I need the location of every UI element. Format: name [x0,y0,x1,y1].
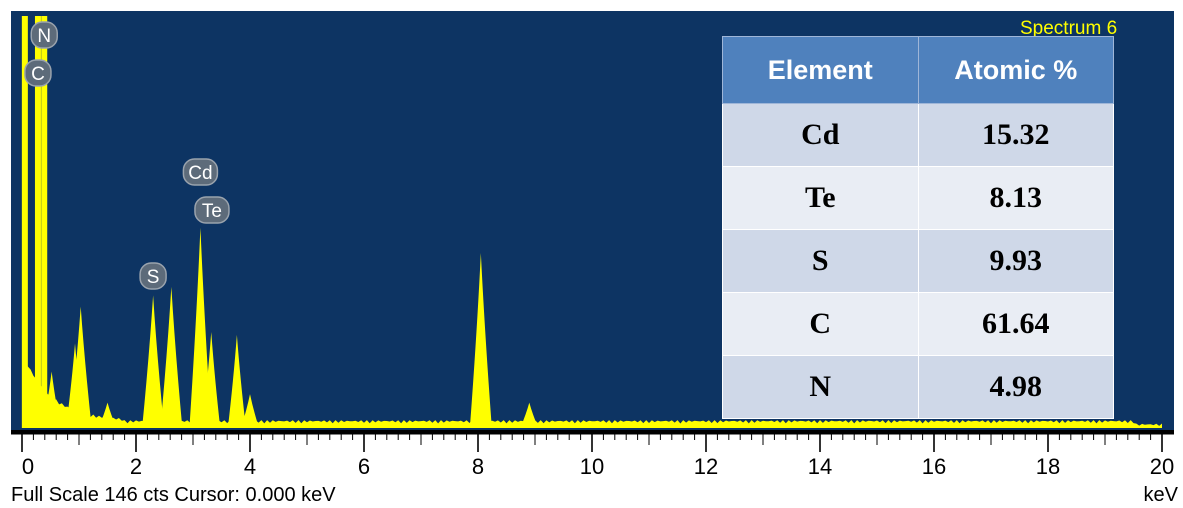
spectrum-peak [41,16,48,428]
spectrum-peak [469,253,492,428]
composition-table: Element Atomic % Cd 15.32 Te 8.13 S 9.93… [722,36,1114,419]
table-row: Te 8.13 [722,166,1114,230]
element-marker-label: Cd [188,163,212,184]
element-cell: C [722,292,919,356]
atomic-percent-cell: 9.93 [917,229,1114,293]
element-marker-label: Te [202,201,222,222]
atomic-percent-cell: 15.32 [917,103,1114,167]
element-marker-cd: Cd [182,158,219,186]
element-marker-label: S [147,267,160,288]
chart-title: Spectrum 6 [1020,18,1117,39]
spectrum-peak [160,286,183,428]
spectrum-peak [42,371,61,428]
x-tick-label: 16 [922,454,946,479]
element-marker-c: C [24,59,52,87]
element-cell: S [722,229,919,293]
element-cell: Te [722,166,919,230]
element-cell: N [722,355,919,419]
spectrum-peak [520,402,539,428]
x-tick-label: 0 [22,454,34,479]
atomic-percent-cell: 8.13 [917,166,1114,230]
x-tick-label: 4 [244,454,256,479]
table-row: C 61.64 [722,292,1114,356]
spectrum-peak [21,16,28,428]
spectrum-peak [98,402,117,428]
table-row: N 4.98 [722,355,1114,419]
element-marker-te: Te [194,196,230,224]
element-marker-badge [24,59,52,87]
table-row: Cd 15.32 [722,103,1114,167]
x-tick-label: 8 [472,454,484,479]
spectrum-peak [202,332,221,428]
x-tick-label: 6 [358,454,370,479]
atomic-percent-cell: 4.98 [917,355,1114,419]
spectrum-baseline [22,354,1162,428]
element-marker-badge [194,196,230,224]
spectrum-peak [34,16,41,428]
table-row: S 9.93 [722,229,1114,293]
spectrum-peak [227,334,246,428]
element-marker-badge [139,262,167,290]
spectrum-peak [142,295,165,428]
x-tick-label: 20 [1150,454,1174,479]
x-tick-label: 14 [808,454,832,479]
x-tick-label: 10 [580,454,604,479]
column-header-atomic-percent: Atomic % [917,36,1114,104]
x-axis-unit: keV [1144,484,1179,506]
element-marker-n: N [30,21,58,49]
element-marker-label: C [31,64,45,85]
axis-band [11,430,1174,434]
element-marker-layer: NC Cd Te S [24,21,230,290]
element-marker-s: S [139,262,167,290]
table-header-row: Element Atomic % [722,36,1114,104]
footer-status: Full Scale 146 cts Cursor: 0.000 keV [11,484,336,506]
spectrum-peak [241,394,259,428]
element-cell: Cd [722,103,919,167]
x-tick-label: 18 [1036,454,1060,479]
atomic-percent-cell: 61.64 [917,292,1114,356]
column-header-element: Element [722,36,919,104]
x-axis-ticks: 0 2 4 6 8 10 12 14 16 18 20 [21,434,1174,479]
spectrum-peak [69,306,92,428]
x-tick-label: 2 [130,454,142,479]
element-marker-badge [182,158,219,186]
element-marker-badge [30,21,58,49]
element-marker-label: N [37,26,51,47]
x-tick-label: 12 [694,454,718,479]
spectrum-peak [189,227,212,428]
spectrum-layer [21,16,1162,428]
